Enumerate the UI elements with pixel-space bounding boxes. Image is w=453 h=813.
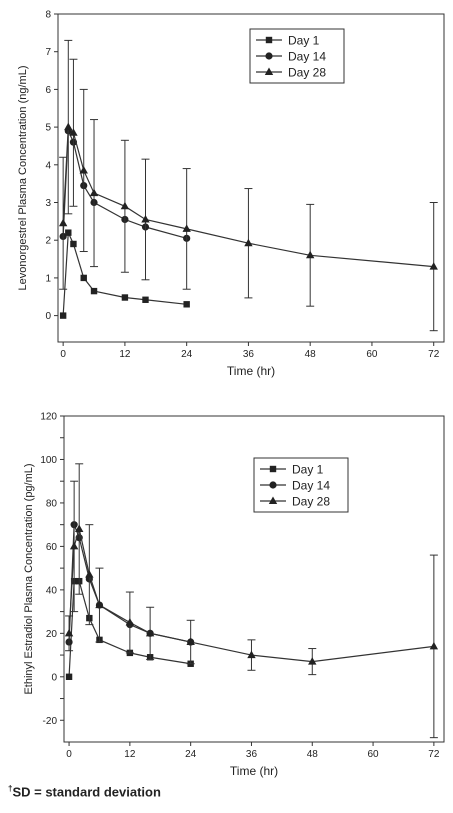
series-3: [58, 39, 438, 332]
data-point: [305, 250, 315, 259]
x-tick-label: 24: [181, 349, 193, 360]
legend-label: Day 14: [288, 50, 326, 64]
legend-marker: [269, 481, 277, 489]
plot-frame: [57, 13, 445, 343]
y-axis-label: Levonorgestrel Plasma Concentration (ng/…: [17, 65, 29, 290]
data-point: [244, 238, 253, 247]
data-point: [95, 600, 104, 609]
y-tick-label: 120: [40, 412, 57, 423]
x-tick-label: 72: [428, 749, 440, 760]
data-point: [59, 312, 67, 319]
plot-frame: [63, 415, 445, 743]
footnote-marker: †: [8, 784, 13, 793]
data-point: [69, 128, 78, 136]
series-1: [59, 229, 190, 319]
y-tick-label: 80: [46, 498, 58, 509]
legend-label: Day 14: [292, 479, 330, 493]
data-point: [247, 650, 256, 659]
legend-marker: [265, 36, 273, 44]
y-tick-label: 100: [40, 455, 57, 466]
data-point: [79, 165, 88, 174]
y-tick-label: 0: [51, 672, 57, 683]
y-tick-label: 1: [45, 273, 51, 284]
legend-label: Day 28: [292, 495, 330, 509]
y-tick-label: 6: [45, 85, 51, 96]
y-tick-label: 7: [45, 47, 51, 58]
data-point: [182, 224, 191, 232]
data-point: [125, 617, 135, 626]
x-tick-label: 60: [368, 749, 380, 760]
series-3: [64, 463, 439, 739]
x-tick-label: 24: [185, 749, 197, 760]
x-tick-label: 36: [246, 749, 258, 760]
footnote-text: SD = standard deviation: [12, 784, 161, 800]
data-point: [120, 201, 130, 210]
legend-marker: [265, 52, 273, 60]
data-point: [70, 240, 77, 248]
y-tick-label: 60: [46, 542, 58, 553]
legend-label: Day 1: [292, 463, 324, 477]
data-point: [64, 122, 73, 131]
y-tick-label: 20: [46, 629, 58, 640]
y-tick-label: 3: [45, 198, 51, 209]
data-point: [429, 262, 438, 270]
legend-label: Day 1: [288, 34, 320, 48]
y-tick-label: 2: [45, 236, 51, 247]
x-tick-label: 60: [366, 349, 378, 360]
x-tick-label: 0: [66, 749, 72, 760]
legend-marker: [264, 67, 274, 75]
ethinyl-estradiol-chart: 0 12 24 36 48 60 72 -20 0 20 40 60 80 100 120 Time (hr)…: [23, 412, 445, 778]
data-point: [89, 188, 99, 197]
data-point: [183, 301, 190, 308]
y-tick-label: 4: [45, 160, 51, 171]
x-axis-label: Time (hr): [230, 764, 278, 778]
data-point: [65, 673, 73, 680]
x-tick-label: 12: [119, 349, 131, 360]
y-tick-label: 8: [45, 10, 51, 21]
data-point: [65, 229, 72, 236]
data-point: [58, 218, 68, 227]
x-axis-label: Time (hr): [227, 364, 275, 378]
data-point: [142, 296, 149, 303]
data-point: [85, 570, 94, 578]
x-tick-label: 48: [307, 749, 319, 760]
data-point: [121, 294, 129, 301]
data-point: [429, 641, 439, 650]
data-point: [69, 541, 79, 550]
legend-label: Day 28: [288, 66, 326, 80]
y-axis-label: Ethinyl Estradiol Plasma Concentration (…: [23, 463, 35, 694]
y-tick-label: 0: [45, 311, 51, 322]
footnote: †SD = standard deviation: [8, 784, 161, 799]
data-point: [64, 628, 74, 637]
legend-marker: [269, 465, 277, 473]
data-point: [186, 637, 195, 646]
data-point: [80, 274, 87, 282]
x-tick-label: 48: [305, 349, 317, 360]
x-tick-label: 0: [60, 349, 66, 360]
y-tick-label: 5: [45, 123, 51, 134]
data-point: [90, 287, 98, 295]
x-tick-label: 12: [124, 749, 136, 760]
data-point: [141, 214, 150, 223]
data-point: [308, 657, 317, 665]
data-point: [145, 628, 155, 637]
legend-marker: [268, 496, 278, 504]
data-point: [75, 524, 84, 533]
x-tick-label: 72: [428, 349, 440, 360]
x-tick-label: 36: [243, 349, 255, 360]
y-tick-label: -20: [43, 716, 58, 727]
y-tick-label: 40: [46, 585, 58, 596]
